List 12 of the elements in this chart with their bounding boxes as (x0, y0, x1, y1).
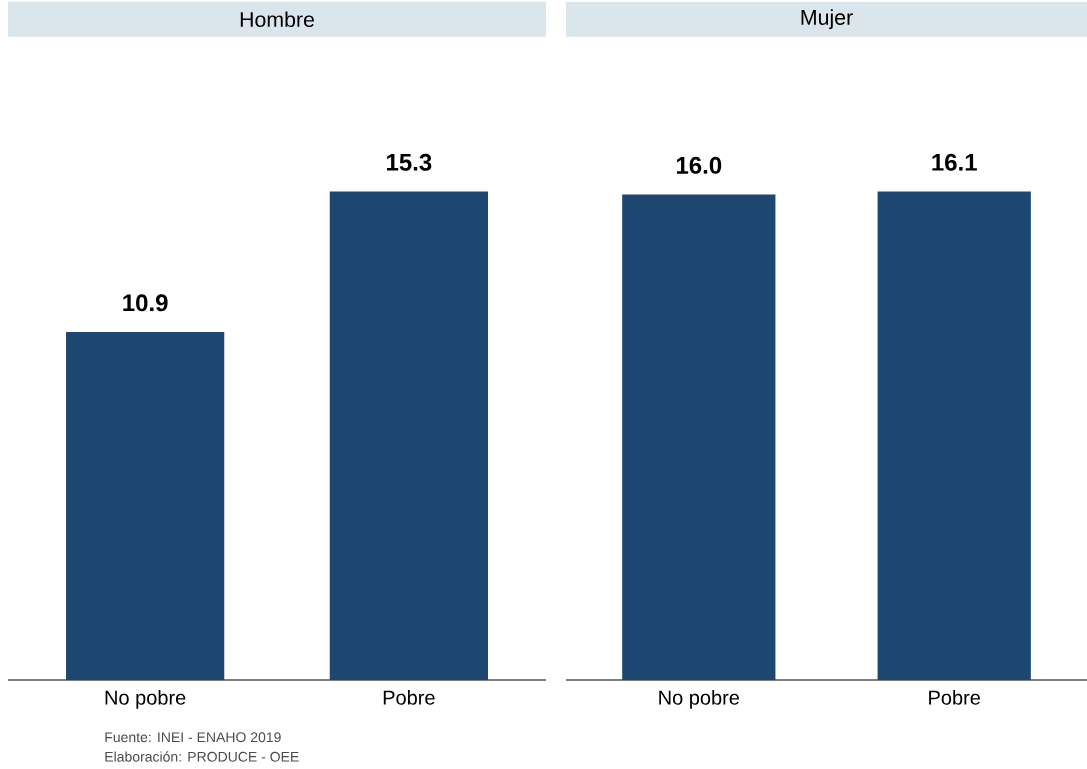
data-label: 15.3 (387, 153, 432, 171)
text: Elaboración: PRODUCE - OEE (105, 751, 299, 762)
data-label: 16.0 (676, 156, 722, 174)
source-note: Fuente: INEI - ENAHO 2019 (105, 732, 281, 743)
data-label: 16.1 (932, 153, 977, 171)
chart-title: Hombre (240, 11, 314, 28)
x-tick-label: Pobre (929, 690, 980, 705)
chart-title: Mujer (801, 9, 853, 30)
x-tick-label: Pobre (383, 690, 435, 705)
x-tick-label: No pobre (105, 690, 186, 709)
x-tick-label: No pobre (659, 690, 740, 709)
data-label: 10.9 (123, 294, 168, 312)
